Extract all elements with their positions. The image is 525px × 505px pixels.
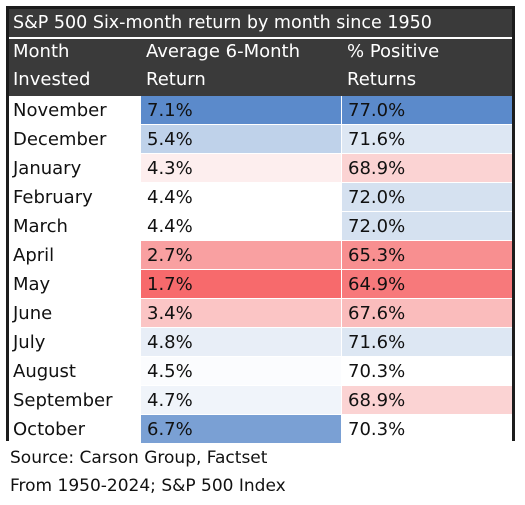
table-row: August 4.5% 70.3% [9,357,512,386]
avg-return-cell: 4.3% [140,154,341,183]
pct-positive-cell: 68.9% [341,154,512,183]
month-cell: September [9,386,140,415]
header-pct-positive-line2: Returns [347,69,417,90]
header-month-line2: Invested [13,69,91,90]
pct-positive-cell: 68.9% [341,386,512,415]
month-cell: February [9,183,140,212]
table-row: September 4.7% 68.9% [9,386,512,415]
pct-positive-cell: 67.6% [341,299,512,328]
avg-return-cell: 4.7% [140,386,341,415]
table-title: S&P 500 Six-month return by month since … [9,9,512,37]
month-cell: April [9,241,140,270]
avg-return-cell: 7.1% [140,96,341,125]
table-row: November 7.1% 77.0% [9,96,512,125]
avg-return-cell: 3.4% [140,299,341,328]
month-cell: January [9,154,140,183]
pct-positive-cell: 72.0% [341,183,512,212]
table-row: April 2.7% 65.3% [9,241,512,270]
avg-return-cell: 5.4% [140,125,341,154]
table-row: December 5.4% 71.6% [9,125,512,154]
table-row: July 4.8% 71.6% [9,328,512,357]
pct-positive-cell: 71.6% [341,328,512,357]
header-month-line1: Month [13,41,70,62]
month-cell: December [9,125,140,154]
month-cell: March [9,212,140,241]
month-cell: June [9,299,140,328]
return-table: S&P 500 Six-month return by month since … [6,6,515,444]
avg-return-cell: 4.5% [140,357,341,386]
period-note: From 1950-2024; S&P 500 Index [10,476,286,496]
pct-positive-cell: 77.0% [341,96,512,125]
pct-positive-cell: 72.0% [341,212,512,241]
source-note: Source: Carson Group, Factset [10,448,268,468]
table-body: November 7.1% 77.0% December 5.4% 71.6% Januar… [9,96,512,444]
pct-positive-cell: 65.3% [341,241,512,270]
pct-positive-cell: 71.6% [341,125,512,154]
table-row: February 4.4% 72.0% [9,183,512,212]
month-cell: July [9,328,140,357]
table-row: October 6.7% 70.3% [9,415,512,444]
avg-return-cell: 1.7% [140,270,341,299]
month-cell: May [9,270,140,299]
pct-positive-cell: 70.3% [341,357,512,386]
header-pct-positive-line1: % Positive [347,41,440,62]
month-cell: November [9,96,140,125]
month-cell: October [9,415,140,444]
table-row: June 3.4% 67.6% [9,299,512,328]
avg-return-cell: 6.7% [140,415,341,444]
header-avg-return-line1: Average 6-Month [146,41,301,62]
month-cell: August [9,357,140,386]
pct-positive-cell: 70.3% [341,415,512,444]
table-header: Month Invested Average 6-Month Return % … [9,37,512,96]
avg-return-cell: 4.4% [140,212,341,241]
table-row: January 4.3% 68.9% [9,154,512,183]
pct-positive-cell: 64.9% [341,270,512,299]
avg-return-cell: 2.7% [140,241,341,270]
table-row: May 1.7% 64.9% [9,270,512,299]
table-row: March 4.4% 72.0% [9,212,512,241]
avg-return-cell: 4.8% [140,328,341,357]
header-avg-return-line2: Return [146,69,206,90]
avg-return-cell: 4.4% [140,183,341,212]
